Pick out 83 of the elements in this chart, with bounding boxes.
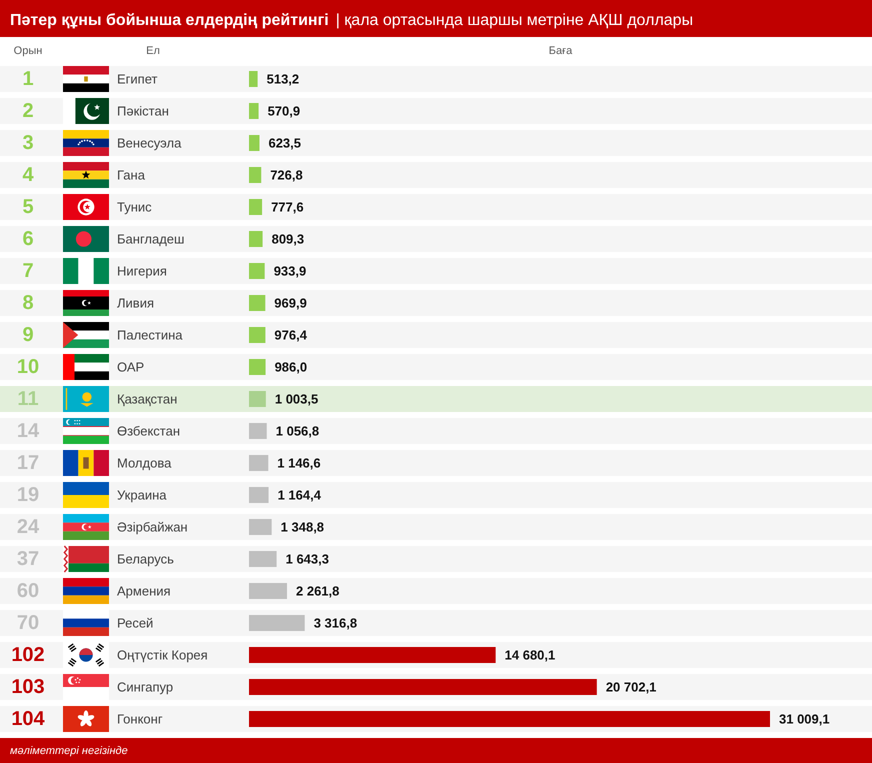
bar bbox=[249, 359, 266, 375]
y-tick-label: Гана bbox=[117, 168, 146, 182]
y-tick-label: Палестина bbox=[117, 328, 184, 342]
y-tick-label: Сингапур bbox=[117, 680, 174, 694]
data-label: 31 009,1 bbox=[779, 712, 830, 726]
bar bbox=[249, 583, 287, 599]
bar bbox=[249, 391, 266, 407]
y-tick-label: Гонконг bbox=[117, 712, 163, 726]
text: 11 bbox=[17, 388, 39, 410]
data-label: 986,0 bbox=[274, 360, 308, 374]
data-label: 1 146,6 bbox=[277, 456, 321, 470]
text: 10 bbox=[16, 356, 40, 378]
bar bbox=[249, 71, 258, 87]
bar bbox=[249, 647, 496, 663]
bar bbox=[249, 711, 770, 727]
data-label: 14 680,1 bbox=[504, 648, 556, 662]
data-label: 1 056,8 bbox=[276, 424, 320, 438]
data-label: 933,9 bbox=[274, 264, 306, 278]
data-label: 1 003,5 bbox=[274, 392, 318, 406]
text: 104 bbox=[11, 708, 46, 730]
data-label: 20 702,1 bbox=[606, 680, 656, 694]
y-tick-label: ОАР bbox=[117, 360, 144, 374]
y-tick-label: Украина bbox=[117, 488, 168, 502]
bar bbox=[249, 167, 262, 183]
data-label: 623,5 bbox=[268, 136, 302, 150]
bar bbox=[249, 135, 260, 151]
text: 7 bbox=[22, 260, 34, 282]
data-label: 513,2 bbox=[266, 72, 300, 86]
text: 6 bbox=[22, 228, 34, 250]
y-tick-label: Тунис bbox=[117, 200, 152, 214]
data-label: 570,9 bbox=[268, 104, 300, 118]
data-label: 1 164,4 bbox=[278, 488, 322, 502]
text: 3 bbox=[22, 132, 34, 154]
bar bbox=[249, 551, 277, 567]
data-label: 2 261,8 bbox=[296, 584, 340, 598]
bar bbox=[249, 295, 266, 311]
chart-subtitle: | қала ортасында шаршы метріне АҚШ доллары bbox=[336, 12, 694, 29]
y-tick-label: Қазақстан bbox=[117, 392, 178, 406]
x-axis-title: Баға bbox=[548, 45, 574, 57]
text: 103 bbox=[11, 676, 45, 698]
data-label: 976,4 bbox=[274, 328, 308, 342]
bar bbox=[249, 679, 597, 695]
y-tick-label: Египет bbox=[117, 72, 158, 86]
chart-title: Пәтер құны бойынша елдердің рейтингі bbox=[10, 12, 329, 29]
bar bbox=[249, 327, 266, 343]
text: 4 bbox=[22, 164, 34, 186]
data-label: 1 643,3 bbox=[286, 552, 329, 566]
bar bbox=[249, 615, 305, 631]
text: 2 bbox=[22, 100, 34, 122]
y-axis-title: Ел bbox=[146, 45, 160, 57]
y-tick-label: Әзірбайжан bbox=[117, 520, 188, 534]
y-tick-label: Нигерия bbox=[117, 264, 167, 278]
text: мәліметтері негізінде bbox=[10, 745, 128, 757]
data-label: 969,9 bbox=[274, 296, 307, 310]
bar bbox=[249, 231, 263, 247]
y-tick-label: Оңтүстік Корея bbox=[117, 648, 208, 662]
y-tick-label: Өзбекстан bbox=[117, 424, 180, 438]
y-tick-label: Молдова bbox=[117, 456, 172, 470]
text: 5 bbox=[22, 196, 34, 218]
data-label: 726,8 bbox=[270, 168, 303, 182]
y-tick-label: Армения bbox=[117, 584, 171, 598]
text: 8 bbox=[22, 292, 34, 314]
text: 9 bbox=[22, 324, 34, 346]
y-tick-label: Пәкістан bbox=[117, 104, 169, 118]
y-tick-label: Ресей bbox=[117, 616, 154, 630]
text: Орын bbox=[14, 45, 42, 57]
y-tick-label: Венесуэла bbox=[117, 136, 182, 150]
y-tick-label: Беларусь bbox=[117, 552, 174, 566]
bar bbox=[249, 519, 272, 535]
text: 1 bbox=[22, 68, 34, 90]
bar bbox=[249, 423, 267, 439]
bar bbox=[249, 199, 262, 215]
bar bbox=[249, 455, 268, 471]
y-tick-label: Ливия bbox=[117, 296, 154, 310]
data-label: 1 348,8 bbox=[280, 520, 324, 534]
data-label: 777,6 bbox=[271, 200, 304, 214]
data-label: 809,3 bbox=[272, 232, 304, 246]
bar bbox=[249, 263, 265, 279]
y-tick-label: Бангладеш bbox=[117, 232, 184, 246]
bar bbox=[249, 103, 259, 119]
data-label: 3 316,8 bbox=[314, 616, 358, 630]
bar bbox=[249, 487, 269, 503]
text: 102 bbox=[11, 644, 45, 666]
